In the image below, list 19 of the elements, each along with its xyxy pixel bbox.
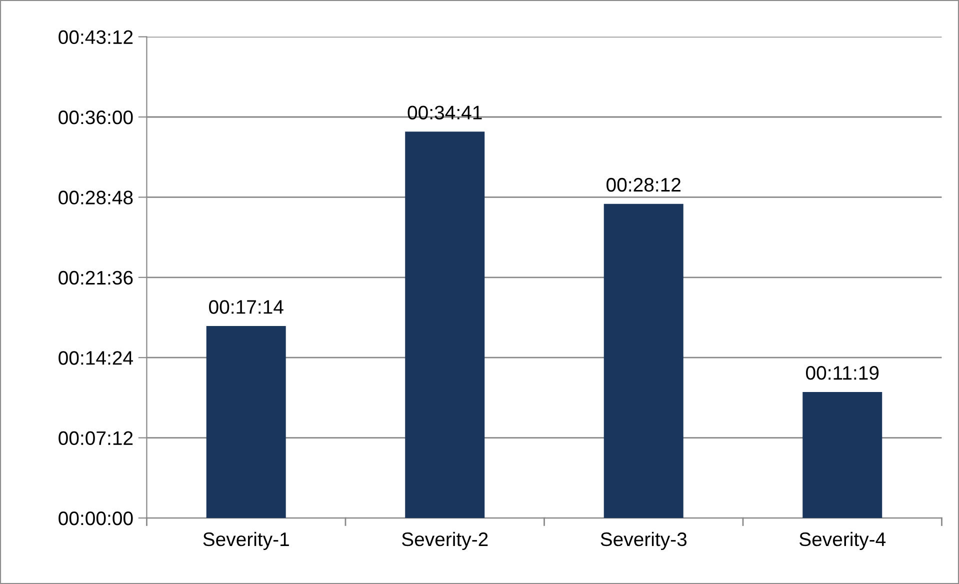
x-tick-label: Severity-1 [203, 532, 289, 550]
bar [604, 204, 684, 518]
data-label: 00:28:12 [606, 178, 680, 192]
x-tick-label: Severity-4 [799, 532, 886, 550]
x-tick-label: Severity-2 [402, 532, 488, 550]
bar [802, 392, 882, 518]
data-label: 00:11:19 [806, 366, 879, 380]
data-label: 00:17:14 [209, 300, 284, 314]
bar [405, 132, 485, 518]
x-tick-label: Severity-3 [600, 532, 687, 550]
data-label: 00:34:41 [408, 106, 482, 120]
y-tick-label: 00:43:12 [58, 30, 133, 44]
y-tick-label: 00:00:00 [58, 511, 133, 526]
y-tick-label: 00:36:00 [58, 110, 133, 124]
y-tick-label: 00:07:12 [58, 431, 133, 446]
y-tick-label: 00:14:24 [58, 351, 133, 365]
y-tick-label: 00:28:48 [58, 190, 133, 204]
bar [206, 326, 286, 518]
y-tick-label: 00:21:36 [58, 270, 133, 285]
